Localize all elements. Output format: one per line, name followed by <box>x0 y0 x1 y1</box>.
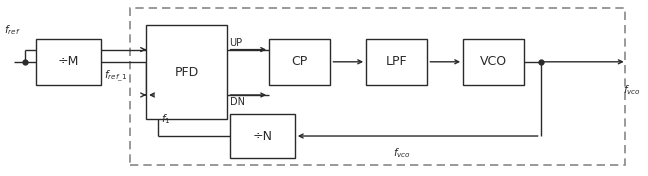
FancyBboxPatch shape <box>146 25 227 120</box>
Text: DN: DN <box>229 97 244 107</box>
FancyBboxPatch shape <box>269 39 330 84</box>
FancyBboxPatch shape <box>230 114 295 158</box>
FancyBboxPatch shape <box>463 39 524 84</box>
Text: CP: CP <box>292 55 308 68</box>
Text: PFD: PFD <box>174 66 199 79</box>
Text: ÷N: ÷N <box>253 130 273 143</box>
FancyBboxPatch shape <box>36 39 101 84</box>
Text: LPF: LPF <box>386 55 408 68</box>
Text: $f_{vco}$: $f_{vco}$ <box>393 146 411 160</box>
Text: ÷M: ÷M <box>58 55 79 68</box>
Text: $f_{vco}$: $f_{vco}$ <box>623 83 641 97</box>
Text: UP: UP <box>229 38 243 48</box>
Text: $f_1$: $f_1$ <box>161 112 170 125</box>
FancyBboxPatch shape <box>366 39 428 84</box>
Text: VCO: VCO <box>480 55 507 68</box>
Text: $f_{ref}$: $f_{ref}$ <box>4 24 21 37</box>
Text: $f_{ref\_1}$: $f_{ref\_1}$ <box>104 69 128 84</box>
